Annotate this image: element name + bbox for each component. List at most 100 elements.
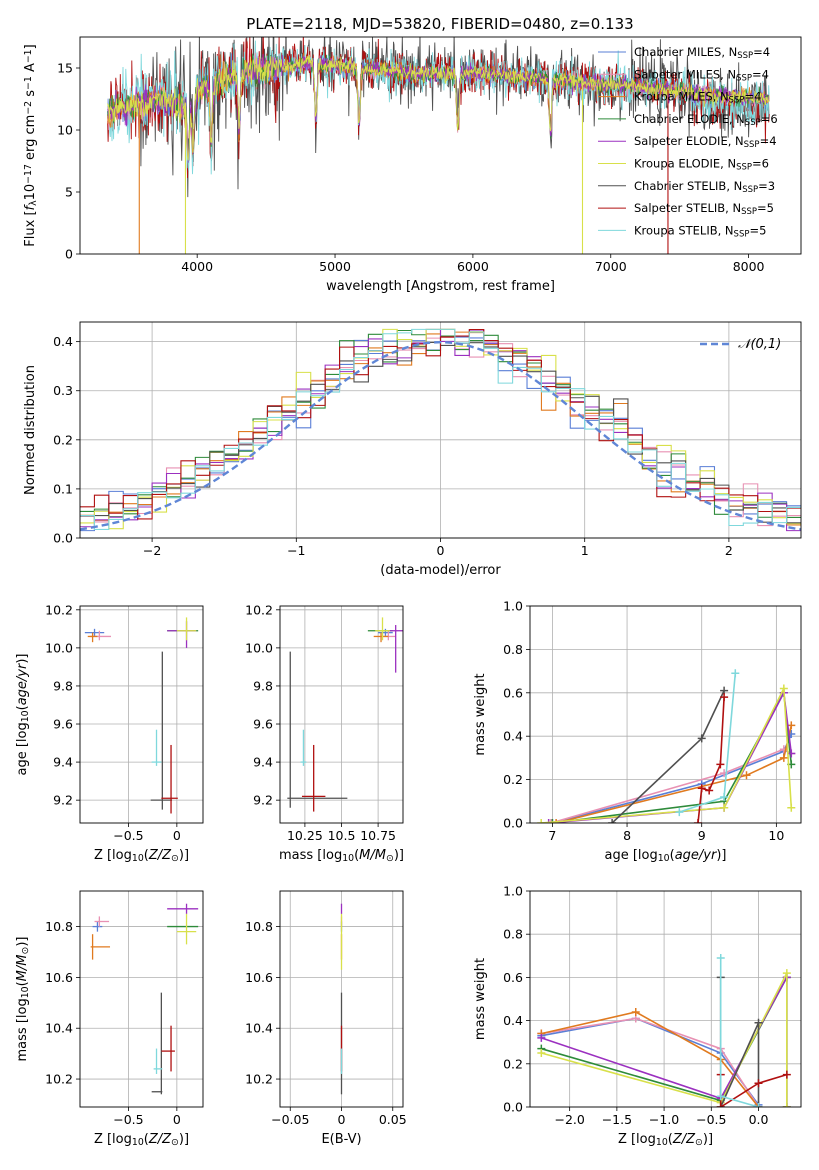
y-tick-label: 1.0 <box>503 884 523 899</box>
figure-title: PLATE=2118, MJD=53820, FIBERID=0480, z=0… <box>246 15 633 33</box>
x-tick-label: 0 <box>173 828 181 843</box>
weight-marker <box>731 669 740 678</box>
legend-label: Chabrier STELIB, NSSP=3 <box>634 179 775 195</box>
age-vs-Z-ylabel: age [log10(age/yr)] <box>15 653 31 775</box>
x-tick-label: −0.5 <box>113 1112 143 1127</box>
y-tick-label: 9.2 <box>253 793 273 808</box>
point-kroupa-miles <box>87 632 98 643</box>
legend-label: Kroupa MILES, NSSP=4 <box>634 90 761 106</box>
weight-marker <box>716 760 725 769</box>
point-salpeter-stelib <box>301 744 326 812</box>
weight-marker <box>782 969 791 978</box>
weight-marker <box>697 784 706 793</box>
y-tick-label: 0.0 <box>53 531 73 546</box>
y-tick-label: 10.2 <box>45 602 73 617</box>
mass-vs-Z-axes: −0.5 0 10.2 10.4 10.6 10.8 <box>45 891 203 1127</box>
weight-marker <box>546 819 555 823</box>
mass-vs-EBV-xlabel: E(B-V) <box>321 1132 361 1147</box>
weight-marker <box>754 1079 763 1088</box>
point-chabrier-miles <box>84 628 105 637</box>
y-tick-label: 0.6 <box>503 685 523 700</box>
point-kroupa-miles <box>373 632 389 643</box>
spectrum-xlabel: wavelength [Angstrom, rest frame] <box>326 279 555 294</box>
point-kroupa-stelib <box>300 729 307 766</box>
residuals-axes: −2 −1 0 1 2 0.0 0.1 0.2 0.3 0.4 <box>53 322 801 558</box>
weight-vs-Z-xlabel: Z [log10(Z/Z⊙)] <box>618 1132 713 1148</box>
age-vs-Z-xlabel: Z [log10(Z/Z⊙)] <box>94 848 189 864</box>
point-kroupa-elodie <box>176 913 197 945</box>
legend-label: Salpeter ELODIE, NSSP=4 <box>634 134 777 150</box>
y-tick-label: 10.8 <box>245 919 273 934</box>
weight-vs-age-xlabel: age [log10(age/yr)] <box>604 848 726 864</box>
point-chabrier-miles <box>92 921 103 932</box>
x-tick-label: 0.0 <box>749 1112 769 1127</box>
weight-marker <box>716 1092 725 1101</box>
x-tick-label: 7 <box>548 828 556 843</box>
residuals-xlabel: (data-model)/error <box>380 563 501 578</box>
x-tick-label: 0.05 <box>379 1112 407 1127</box>
normal-curve <box>79 340 802 531</box>
x-tick-label: −0.05 <box>271 1112 309 1127</box>
x-tick-label: 10.75 <box>360 828 396 843</box>
y-tick-label: 9.4 <box>53 755 73 770</box>
x-tick-label: 6000 <box>457 259 489 274</box>
y-tick-label: 0.8 <box>503 642 523 657</box>
point-chabrier-stelib <box>150 651 173 810</box>
y-tick-label: 0.1 <box>53 481 73 496</box>
weight-line-kroupa-elodie <box>541 972 788 1107</box>
y-tick-label: 10.2 <box>245 1072 273 1087</box>
spectrum-ylabel: Flux [fλ10−17 erg cm−2 s−1 A−1] <box>23 44 39 246</box>
x-tick-label: −1.0 <box>649 1112 679 1127</box>
x-tick-label: 7000 <box>595 259 627 274</box>
point-salpeter-elodie <box>167 903 199 914</box>
y-tick-label: 10.4 <box>45 1021 73 1036</box>
y-tick-label: 0.4 <box>53 334 73 349</box>
x-tick-label: 1 <box>581 543 589 558</box>
y-tick-label: 0.2 <box>503 1056 523 1071</box>
y-tick-label: 0.2 <box>53 432 73 447</box>
weight-marker <box>720 792 729 801</box>
x-tick-label: 2 <box>725 543 733 558</box>
legend-label: Chabrier MILES, NSSP=4 <box>634 45 770 61</box>
y-tick-label: 1.0 <box>503 599 523 614</box>
weight-marker <box>537 1033 546 1042</box>
y-tick-label: 9.2 <box>53 793 73 808</box>
weight-vs-age-ylabel: mass weight <box>473 673 488 755</box>
x-tick-label: −2.0 <box>554 1112 584 1127</box>
weight-marker <box>720 693 729 702</box>
hist-salpeter-elodie <box>80 328 801 532</box>
point-salpeter-stelib <box>161 744 178 814</box>
y-tick-label: 10.6 <box>45 970 73 985</box>
legend-label: Salpeter MILES, NSSP=4 <box>634 67 769 83</box>
weight-marker <box>779 684 788 693</box>
x-tick-label: 10.25 <box>287 828 323 843</box>
legend-label: Chabrier ELODIE, NSSP=6 <box>634 112 778 128</box>
spectrum-frame <box>79 36 802 255</box>
x-tick-label: 10 <box>768 828 784 843</box>
y-tick-label: 10.6 <box>245 970 273 985</box>
weight-marker <box>716 953 725 962</box>
weight-marker <box>608 819 617 823</box>
x-tick-label: 0 <box>437 543 445 558</box>
y-tick-label: 0.4 <box>503 1013 523 1028</box>
y-tick-label: 10 <box>57 123 73 138</box>
legend-label: Salpeter STELIB, NSSP=5 <box>634 201 774 217</box>
point-kroupa-miles <box>90 934 111 960</box>
x-tick-label: −0.5 <box>113 828 143 843</box>
y-tick-label: 0.4 <box>503 729 523 744</box>
y-tick-label: 10.2 <box>245 602 273 617</box>
hist-kroupa-stelib <box>80 328 801 530</box>
x-tick-label: 4000 <box>181 259 213 274</box>
x-tick-label: −1 <box>287 543 305 558</box>
point-kroupa-stelib <box>153 1048 163 1074</box>
weight-marker <box>716 1103 725 1107</box>
age-vs-Z-axes: −0.5 0 9.2 9.4 9.6 9.8 10.0 10.2 <box>45 602 203 843</box>
y-tick-label: 0.3 <box>53 383 73 398</box>
x-tick-label: 8000 <box>733 259 765 274</box>
weight-marker <box>693 819 702 823</box>
spectrum-line-kroupa-elodie <box>107 54 770 161</box>
weight-marker <box>787 803 796 812</box>
x-tick-label: 8 <box>623 828 631 843</box>
point-chabrier-miles <box>378 628 393 637</box>
mass-vs-EBV-frame <box>279 890 404 1108</box>
